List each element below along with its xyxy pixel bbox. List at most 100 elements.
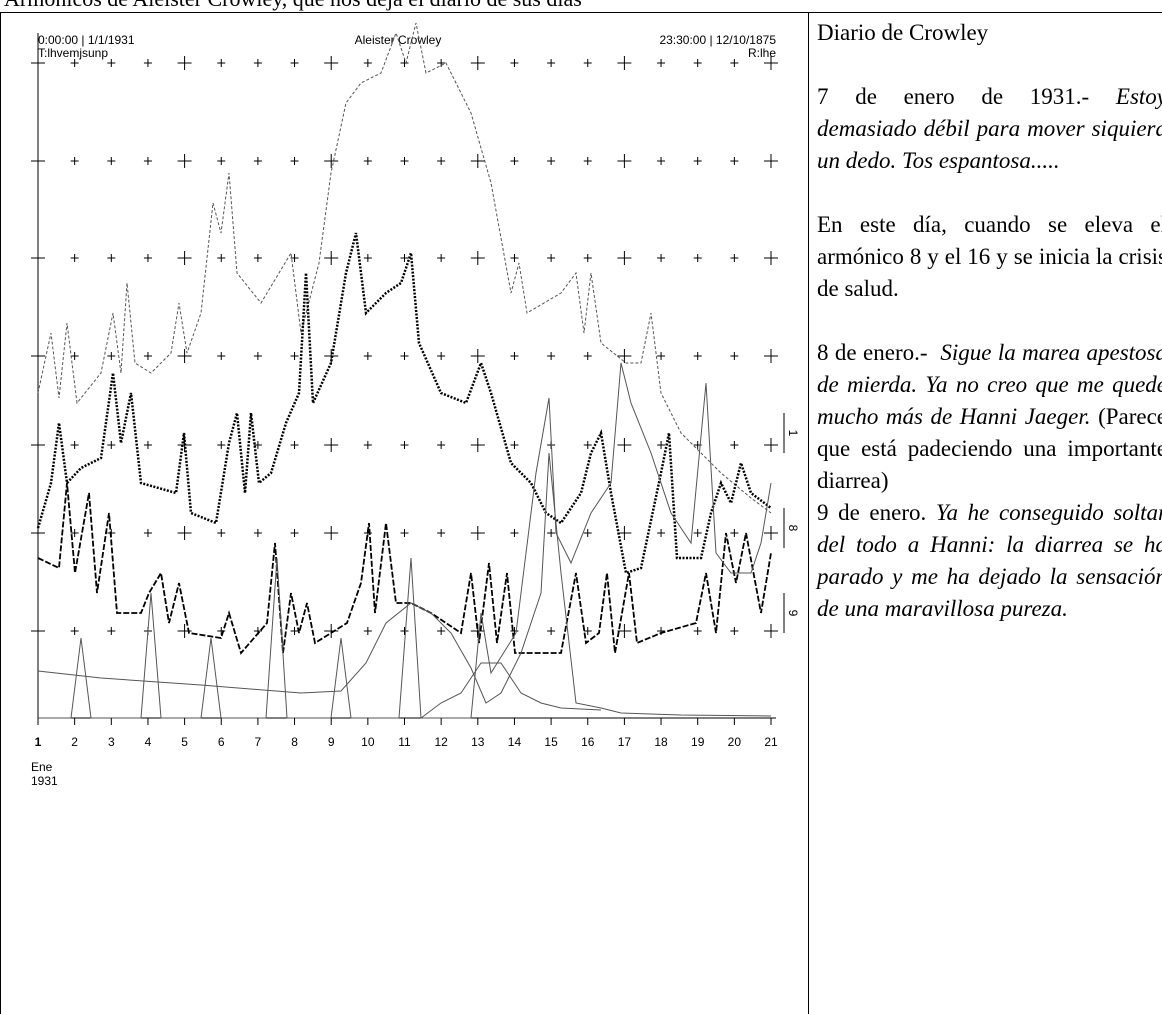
chart-cell: 0:00:00 | 1/1/1931 T:lhvemjsunp Aleister… [0, 12, 809, 1014]
curve-dashed [37, 482, 772, 655]
x-tick-label: 15 [544, 735, 558, 749]
grid-cross [764, 251, 778, 265]
x-tick-label: 4 [145, 735, 152, 749]
grid-cross [177, 526, 192, 540]
grid-cross [764, 349, 778, 363]
grid-cross [583, 157, 592, 165]
grid-cross [70, 59, 79, 67]
grid-cross [547, 529, 556, 537]
grid-cross [143, 529, 152, 537]
grid-cross [107, 254, 116, 262]
grid-cross [290, 254, 299, 262]
x-tick-label: 7 [255, 735, 262, 749]
grid-cross [617, 438, 632, 452]
grid-cross [143, 352, 152, 360]
grid-cross [437, 352, 446, 360]
x-tick-label: 13 [471, 735, 485, 749]
grid-cross [764, 526, 778, 540]
grid-cross [657, 157, 666, 165]
grid-cross [107, 157, 116, 165]
grid-cross [107, 352, 116, 360]
grid-cross [177, 251, 192, 265]
x-tick-label: 12 [434, 735, 448, 749]
grid-cross [693, 352, 702, 360]
grid-cross [730, 441, 739, 449]
curve-thick-dotted [36, 232, 772, 575]
grid-cross [70, 254, 79, 262]
grid-cross [730, 59, 739, 67]
grid-cross [657, 441, 666, 449]
top-right-sub: R:lhe [748, 46, 776, 60]
x-tick-label: 20 [728, 735, 742, 749]
curve-envelope [37, 22, 772, 514]
entry: 9 de enero. Ya he conseguido soltar del … [817, 497, 1162, 625]
grid-cross [324, 526, 339, 540]
grid-cross [400, 59, 409, 67]
text-cell: Diario de Crowley 7 de enero de 1931.- E… [809, 12, 1162, 1014]
grid-cross [437, 157, 446, 165]
curve-peaks [38, 362, 772, 719]
grid-cross [547, 157, 556, 165]
grid-cross [217, 157, 226, 165]
grid-cross [253, 352, 262, 360]
grid-cross [657, 352, 666, 360]
grid-cross [657, 529, 666, 537]
grid-cross [290, 627, 299, 635]
grid-cross [657, 254, 666, 262]
top-left-sub: T:lhvemjsunp [38, 46, 108, 60]
grid-cross [363, 254, 372, 262]
grid-cross [363, 59, 372, 67]
grid-cross [143, 157, 152, 165]
grid-cross [693, 59, 702, 67]
chart: 0:00:00 | 1/1/1931 T:lhvemjsunp Aleister… [31, 22, 800, 788]
grid-cross [547, 352, 556, 360]
grid-cross [400, 529, 409, 537]
grid-cross [363, 627, 372, 635]
grid-cross [400, 441, 409, 449]
grid-cross [363, 352, 372, 360]
grid-cross [470, 526, 485, 540]
grid [31, 56, 778, 638]
grid-cross [143, 254, 152, 262]
year: 1931 [31, 774, 58, 788]
grid-cross [177, 56, 192, 70]
grid-cross [730, 352, 739, 360]
grid-cross [324, 438, 339, 452]
grid-cross [290, 529, 299, 537]
x-labels: 1 2 3 4 5 6 7 8 9 10 11 12 13 14 15 16 17 18 19 20 21 [35, 718, 778, 749]
date: 7 de enero de 1931.- [817, 84, 1090, 109]
grid-cross [107, 627, 116, 635]
grid-cross [617, 154, 632, 168]
grid-cross [177, 349, 192, 363]
grid-cross [583, 254, 592, 262]
grid-cross [617, 56, 632, 70]
note: (Parece que está padeciendo una importan… [817, 404, 1162, 493]
grid-cross [730, 254, 739, 262]
curve-slow [37, 452, 772, 717]
top-right: 23:30:00 | 12/10/1875 [659, 33, 776, 47]
grid-cross [470, 56, 485, 70]
grid-cross [253, 441, 262, 449]
comment: En este día, cuando se eleva el armónico… [817, 212, 1162, 301]
grid-cross [70, 627, 79, 635]
x-tick-label: 5 [181, 735, 188, 749]
grid-cross [583, 627, 592, 635]
grid-cross [617, 349, 632, 363]
grid-cross [657, 59, 666, 67]
grid-cross [400, 254, 409, 262]
grid-cross [70, 441, 79, 449]
grid-cross [764, 624, 778, 638]
side-label: 1 [786, 430, 800, 437]
grid-cross [217, 352, 226, 360]
x-tick-label: 11 [398, 735, 411, 749]
grid-cross [693, 254, 702, 262]
grid-cross [764, 154, 778, 168]
grid-cross [253, 157, 262, 165]
grid-cross [363, 157, 372, 165]
entry: 7 de enero de 1931.- Estoy demasiado déb… [817, 81, 1162, 177]
date: 9 de enero. [817, 500, 927, 525]
quote: Ya he conseguido soltar del todo a Hanni… [817, 500, 1162, 621]
x-tick-label: 14 [508, 735, 522, 749]
side-label: 8 [786, 525, 800, 532]
grid-cross [437, 529, 446, 537]
